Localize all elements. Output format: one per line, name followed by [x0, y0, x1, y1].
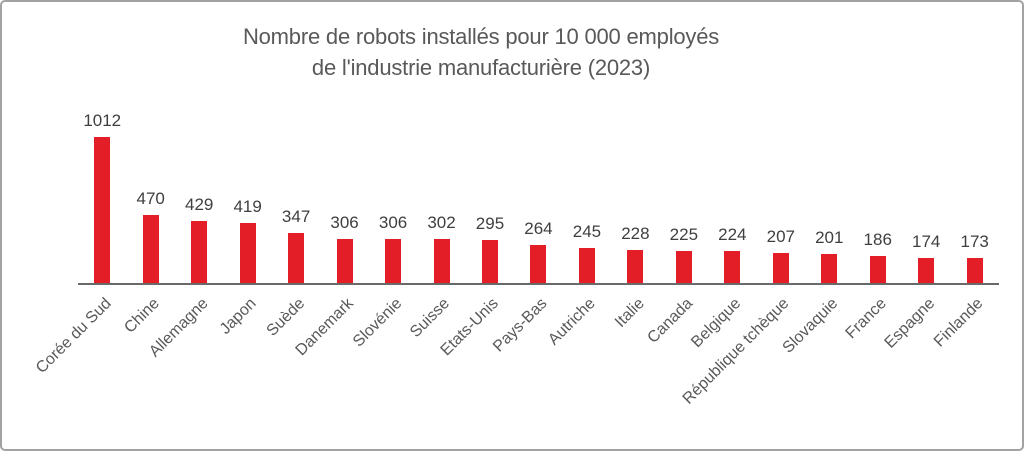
- bar-column: 173 Finlande: [931, 2, 998, 350]
- bar-column: 429 Allemagne: [146, 2, 223, 360]
- bar-value-label: 1012: [83, 111, 122, 130]
- bar: [288, 232, 305, 283]
- bar-column: 1012 Corée du Sud: [32, 2, 126, 377]
- bar: [142, 215, 159, 283]
- bars-container: 1012 Corée du Sud 470 Chine 429 Allemagne 419 J…: [32, 2, 999, 408]
- bar-value-label: 302: [427, 213, 456, 233]
- bar: [966, 258, 983, 283]
- bar-value-label: 429: [184, 195, 214, 215]
- chart-title-line2: de l'industrie manufacturière (2023): [311, 55, 651, 80]
- bar: [578, 247, 595, 283]
- bar-column: 201 Slovaquie: [780, 2, 853, 357]
- bar-value-label: 245: [572, 221, 602, 241]
- bar-value-label: 264: [524, 218, 553, 238]
- category-label: France: [842, 295, 890, 343]
- bar-column: 347 Suède: [263, 2, 320, 340]
- bar-column: 228 Italie: [611, 2, 659, 331]
- bar-value-label: 224: [718, 224, 747, 244]
- chart-title: Nombre de robots installés pour 10 000 e…: [2, 21, 960, 83]
- bar: [530, 244, 547, 283]
- bar-value-label: 419: [233, 196, 262, 216]
- bar-value-label: 225: [669, 224, 699, 244]
- bar: [385, 238, 402, 283]
- bar: [239, 222, 256, 283]
- category-label: Corée du Sud: [32, 295, 115, 377]
- bar-column: 174 Espagne: [882, 2, 950, 352]
- bar: [918, 257, 935, 283]
- bar-value-label: 186: [863, 230, 892, 250]
- bar-value-label: 228: [621, 224, 650, 244]
- plot-area: 1012 Corée du Sud 470 Chine 429 Allemagne 419 J…: [32, 2, 999, 408]
- bar: [869, 256, 886, 283]
- bar: [433, 239, 450, 283]
- category-label: Chine: [121, 295, 163, 337]
- bar: [821, 254, 838, 283]
- bar: [336, 238, 353, 283]
- bar-value-label: 207: [766, 227, 795, 247]
- bar-value-label: 173: [960, 232, 989, 252]
- bar-value-label: 306: [330, 212, 359, 232]
- bar-value-label: 347: [281, 206, 311, 226]
- bar-column: 306 Danemark: [292, 2, 368, 359]
- bar-value-label: 470: [136, 189, 165, 209]
- bar: [627, 250, 644, 283]
- category-label: Finlande: [931, 295, 987, 351]
- bar: [772, 253, 789, 283]
- bar-value-label: 295: [475, 214, 505, 234]
- bar-column: 295 Etats-Unis: [438, 2, 514, 359]
- chart-title-line1: Nombre de robots installés pour 10 000 e…: [242, 24, 720, 49]
- bar: [481, 240, 498, 283]
- bar-column: 306 Slovénie: [350, 2, 417, 351]
- bar-column: 470 Chine: [121, 2, 174, 336]
- bar-column: 186 France: [843, 2, 902, 342]
- bar-column: 264 Pays-Bas: [490, 2, 562, 356]
- category-label: Suisse: [407, 295, 454, 341]
- category-label: Espagne: [881, 295, 939, 352]
- category-label: Slovénie: [349, 295, 406, 351]
- bar-column: 245 Autriche: [545, 2, 611, 349]
- bar-column: 302 Suisse: [408, 2, 465, 341]
- category-label: Autriche: [545, 295, 599, 349]
- bar: [724, 250, 741, 283]
- category-label: Italie: [611, 295, 648, 331]
- bar-column: 419 Japon: [217, 2, 271, 338]
- category-label: Suède: [263, 295, 309, 340]
- bar: [94, 137, 111, 283]
- x-axis-line: [78, 283, 999, 285]
- bar-value-label: 174: [912, 231, 941, 251]
- bar: [675, 250, 692, 283]
- category-label: Japon: [216, 295, 260, 338]
- bar: [191, 221, 208, 283]
- bar-value-label: 306: [378, 212, 408, 232]
- bar-column: 225 Canada: [644, 2, 708, 347]
- bar-column: 224 Belgique: [688, 2, 756, 351]
- bar-column: 207 République tchèque: [680, 2, 805, 408]
- bar-value-label: 201: [815, 228, 844, 248]
